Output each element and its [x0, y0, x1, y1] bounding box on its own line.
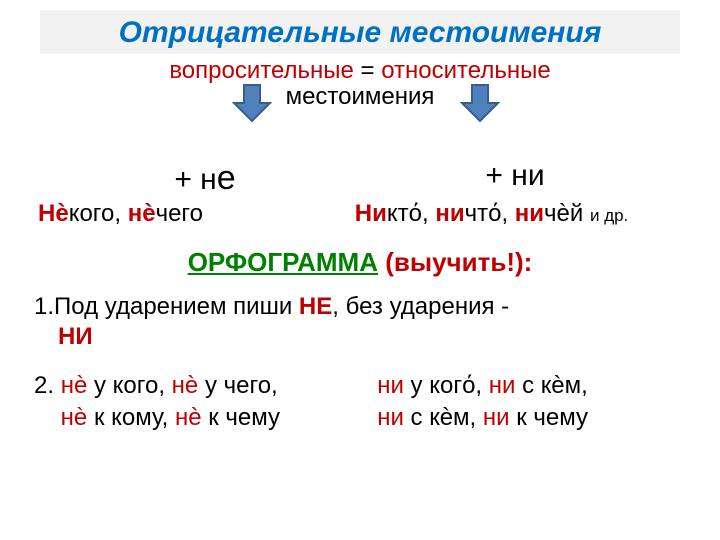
rule1-ni: НИ [58, 323, 93, 350]
r2r2d: к чему [510, 404, 588, 431]
r2r2c: ни [483, 404, 510, 431]
r2r1c: ни [489, 372, 516, 399]
rule2-num: 2. [34, 372, 61, 399]
r2l1c: нѐ [172, 372, 199, 399]
ex-l-4: чего [156, 200, 203, 227]
plus-left-text: + не [174, 163, 235, 196]
r2l2b: к кому, [87, 404, 175, 431]
examples-row: Нѐкого, нѐчего Никтό, ничтό, ничѐй и др. [30, 200, 690, 229]
rule-2: 2. нѐ у кого, нѐ у чего, нѐ к кому, нѐ к… [30, 370, 690, 435]
ex-r-5: ни [515, 200, 544, 227]
r2l2a: нѐ [61, 404, 88, 431]
ex-l-1: Нѐ [38, 200, 69, 227]
r2l1d: у чего, [198, 372, 277, 399]
ex-r-1: Ни [355, 200, 387, 227]
plus-row: + не + ни [30, 159, 690, 198]
ex-r-4: чтό, [465, 200, 515, 227]
plus-right-text: + ни [485, 159, 544, 192]
rule1-ne: НЕ [299, 293, 332, 320]
rule1-t1: Под ударением пиши [54, 293, 299, 320]
rule1-t2: без ударения - [346, 293, 510, 320]
arrows-row [30, 81, 690, 131]
r2r1a: ни [377, 372, 404, 399]
plus-right-col: + ни [360, 159, 670, 198]
rule2-left: 2. нѐ у кого, нѐ у чего, нѐ к кому, нѐ к… [30, 370, 377, 435]
r2r1b: у когό, [404, 372, 489, 399]
rule1-num: 1. [34, 293, 54, 320]
slide-title: Отрицательные местоимения [40, 10, 680, 54]
rule2-right: ни у когό, ни с кѐм, ни с кѐм, ни к чему [377, 370, 690, 435]
plus-left-col: + не [50, 159, 360, 198]
r2l2c: нѐ [175, 404, 202, 431]
orfo-label: ОРФОГРАММА [188, 247, 378, 277]
ex-l-3: нѐ [128, 200, 156, 227]
rule-1: 1.Под ударением пиши НЕ, без ударения - … [30, 292, 690, 352]
examples-right: Никтό, ничтό, ничѐй и др. [355, 200, 690, 229]
orfo-note: (выучить!): [378, 247, 532, 277]
ex-r-6: чѐй [544, 200, 590, 227]
examples-left: Нѐкого, нѐчего [30, 200, 355, 229]
r2l2d: к чему [202, 404, 280, 431]
r2r2b: с кѐм, [404, 404, 483, 431]
arrow-right-icon [458, 81, 502, 125]
r2l1a: нѐ [61, 372, 88, 399]
ex-r-tail: и др. [590, 206, 628, 225]
rule1-comma: , [332, 293, 345, 320]
r2r2a: ни [377, 404, 404, 431]
slide-container: Отрицательные местоимения вопросительные… [0, 0, 720, 540]
ex-l-2: кого, [69, 200, 128, 227]
arrow-left-icon [230, 81, 274, 125]
r2l1b: у кого, [87, 372, 171, 399]
ex-r-2: ктό, [387, 200, 435, 227]
r2r1d: с кѐм, [515, 372, 587, 399]
orfogramma-heading: ОРФОГРАММА (выучить!): [30, 247, 690, 278]
ex-r-3: ни [435, 200, 464, 227]
